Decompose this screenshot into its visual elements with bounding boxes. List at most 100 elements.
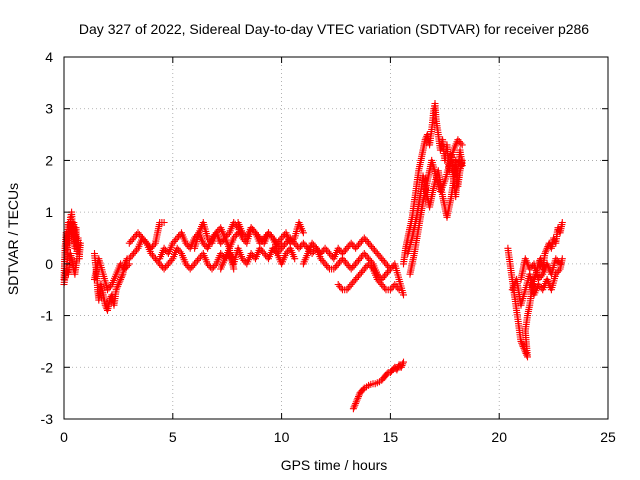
data-point [162, 246, 169, 254]
data-point [76, 239, 84, 247]
data-point [166, 258, 174, 266]
data-point [382, 270, 390, 278]
data-point [360, 250, 368, 257]
data-point [355, 256, 362, 264]
x-tick-label: 20 [491, 429, 507, 445]
data-point [347, 265, 355, 273]
data-point [378, 255, 386, 263]
data-point [182, 260, 190, 268]
data-point [353, 396, 361, 404]
data-point [282, 250, 290, 257]
data-point [279, 232, 287, 240]
data-point [128, 251, 136, 259]
data-point [128, 236, 136, 244]
y-tick-label: 2 [45, 152, 53, 168]
data-point [250, 227, 258, 235]
data-point [373, 250, 381, 257]
data-point [458, 141, 466, 149]
data-point [458, 162, 466, 170]
data-point [195, 255, 203, 263]
data-point [392, 282, 400, 290]
data-point [208, 265, 216, 273]
data-point [354, 394, 362, 402]
data-point [73, 255, 81, 263]
data-point [397, 363, 405, 371]
data-point [330, 265, 338, 273]
data-point [360, 265, 368, 273]
data-point [259, 248, 267, 256]
data-point [365, 260, 373, 268]
data-point [205, 236, 213, 244]
data-point [183, 241, 191, 249]
data-point [518, 339, 526, 347]
data-point [291, 239, 299, 247]
data-point [201, 241, 209, 249]
data-point [556, 260, 564, 268]
data-point [286, 234, 294, 242]
data-point [317, 255, 325, 263]
data-point [384, 269, 391, 276]
data-point [137, 232, 145, 240]
data-point [176, 248, 184, 256]
data-point [212, 229, 220, 237]
data-point [350, 403, 358, 411]
data-point [349, 279, 357, 287]
data-point [266, 231, 274, 239]
data-point [356, 255, 364, 263]
data-point [350, 277, 358, 285]
data-point [331, 263, 339, 271]
data-point [343, 260, 351, 268]
data-point [324, 248, 332, 256]
data-point [337, 284, 345, 292]
data-point [326, 250, 333, 257]
data-point [365, 239, 373, 247]
data-point [355, 393, 362, 401]
data-point [381, 272, 389, 280]
data-point [278, 234, 286, 242]
data-point [218, 237, 226, 245]
y-tick-label: -2 [41, 359, 54, 375]
data-point [376, 253, 384, 261]
data-point [552, 255, 560, 263]
data-point [170, 237, 178, 245]
data-point [253, 231, 261, 239]
data-point [167, 256, 175, 264]
data-point [175, 246, 183, 254]
data-point [125, 260, 133, 268]
data-point [375, 277, 383, 285]
data-point [351, 401, 359, 409]
data-point [340, 248, 348, 256]
data-point [211, 262, 219, 270]
data-point [321, 260, 329, 268]
data-point [117, 274, 125, 282]
data-point [372, 248, 380, 256]
data-point [189, 262, 197, 270]
data-point [353, 243, 361, 251]
data-point [114, 281, 122, 288]
data-point [542, 248, 550, 256]
data-point [301, 241, 309, 249]
data-point [347, 281, 355, 288]
data-point [386, 286, 394, 294]
data-point [116, 277, 124, 285]
data-point [355, 272, 362, 280]
data-point [379, 256, 387, 264]
data-point [186, 265, 194, 273]
data-point [457, 139, 465, 147]
data-point [231, 232, 239, 240]
data-points [60, 100, 566, 413]
x-tick-label: 0 [60, 429, 68, 445]
data-point [295, 244, 303, 252]
data-point [147, 250, 155, 257]
data-point [122, 263, 130, 271]
data-point [209, 263, 217, 271]
data-point [254, 232, 262, 240]
data-point [194, 256, 201, 264]
data-point [373, 275, 381, 283]
data-point [172, 236, 180, 244]
data-point [379, 274, 387, 282]
data-point [395, 286, 403, 294]
data-point [175, 232, 183, 240]
data-point [269, 234, 277, 242]
